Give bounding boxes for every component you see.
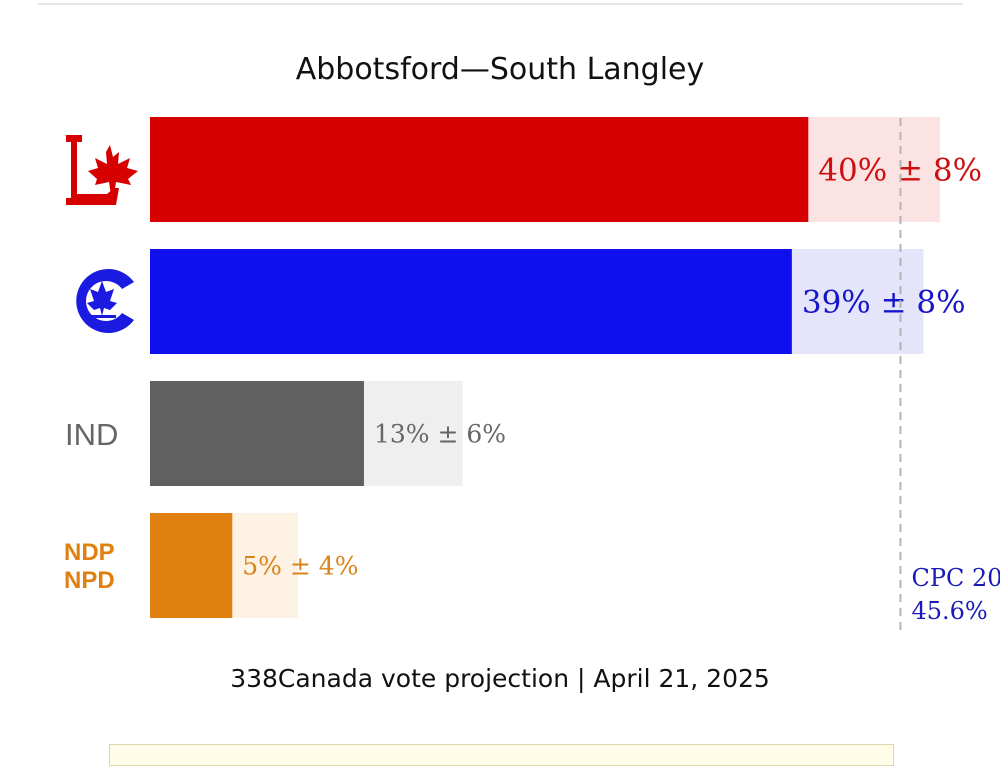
- reference-line-label-2: 45.6%: [911, 597, 987, 625]
- reference-line-label-1: CPC 2021: [911, 564, 1000, 592]
- liberal-logo-icon: [66, 135, 138, 205]
- footer-caption: 338Canada vote projection | April 21, 20…: [230, 664, 770, 693]
- chart-canvas: IND NDP NPD 40% ± 8% 39% ± 8% 13% ± 6% 5% ±…: [64, 117, 1000, 636]
- top-divider: [38, 3, 963, 5]
- ndp-logo-line-2: NPD: [64, 567, 115, 594]
- bar-cpc: [150, 249, 792, 354]
- data-label-ind: 13% ± 6%: [374, 420, 506, 449]
- category-label-ind: IND: [65, 417, 118, 452]
- chart-title: Abbotsford—South Langley: [295, 52, 705, 87]
- ndp-logo-line-1: NDP: [64, 539, 115, 566]
- data-label-ndp: 5% ± 4%: [242, 552, 358, 581]
- conservative-logo-icon: [76, 269, 134, 334]
- bar-ind: [150, 381, 364, 486]
- bar-ndp: [150, 513, 233, 618]
- bottom-panel: [109, 744, 894, 766]
- bar-lpc: [150, 117, 809, 222]
- data-label-cpc: 39% ± 8%: [802, 285, 966, 321]
- ndp-logo-icon: NDP NPD: [64, 539, 115, 594]
- data-label-lpc: 40% ± 8%: [818, 153, 982, 189]
